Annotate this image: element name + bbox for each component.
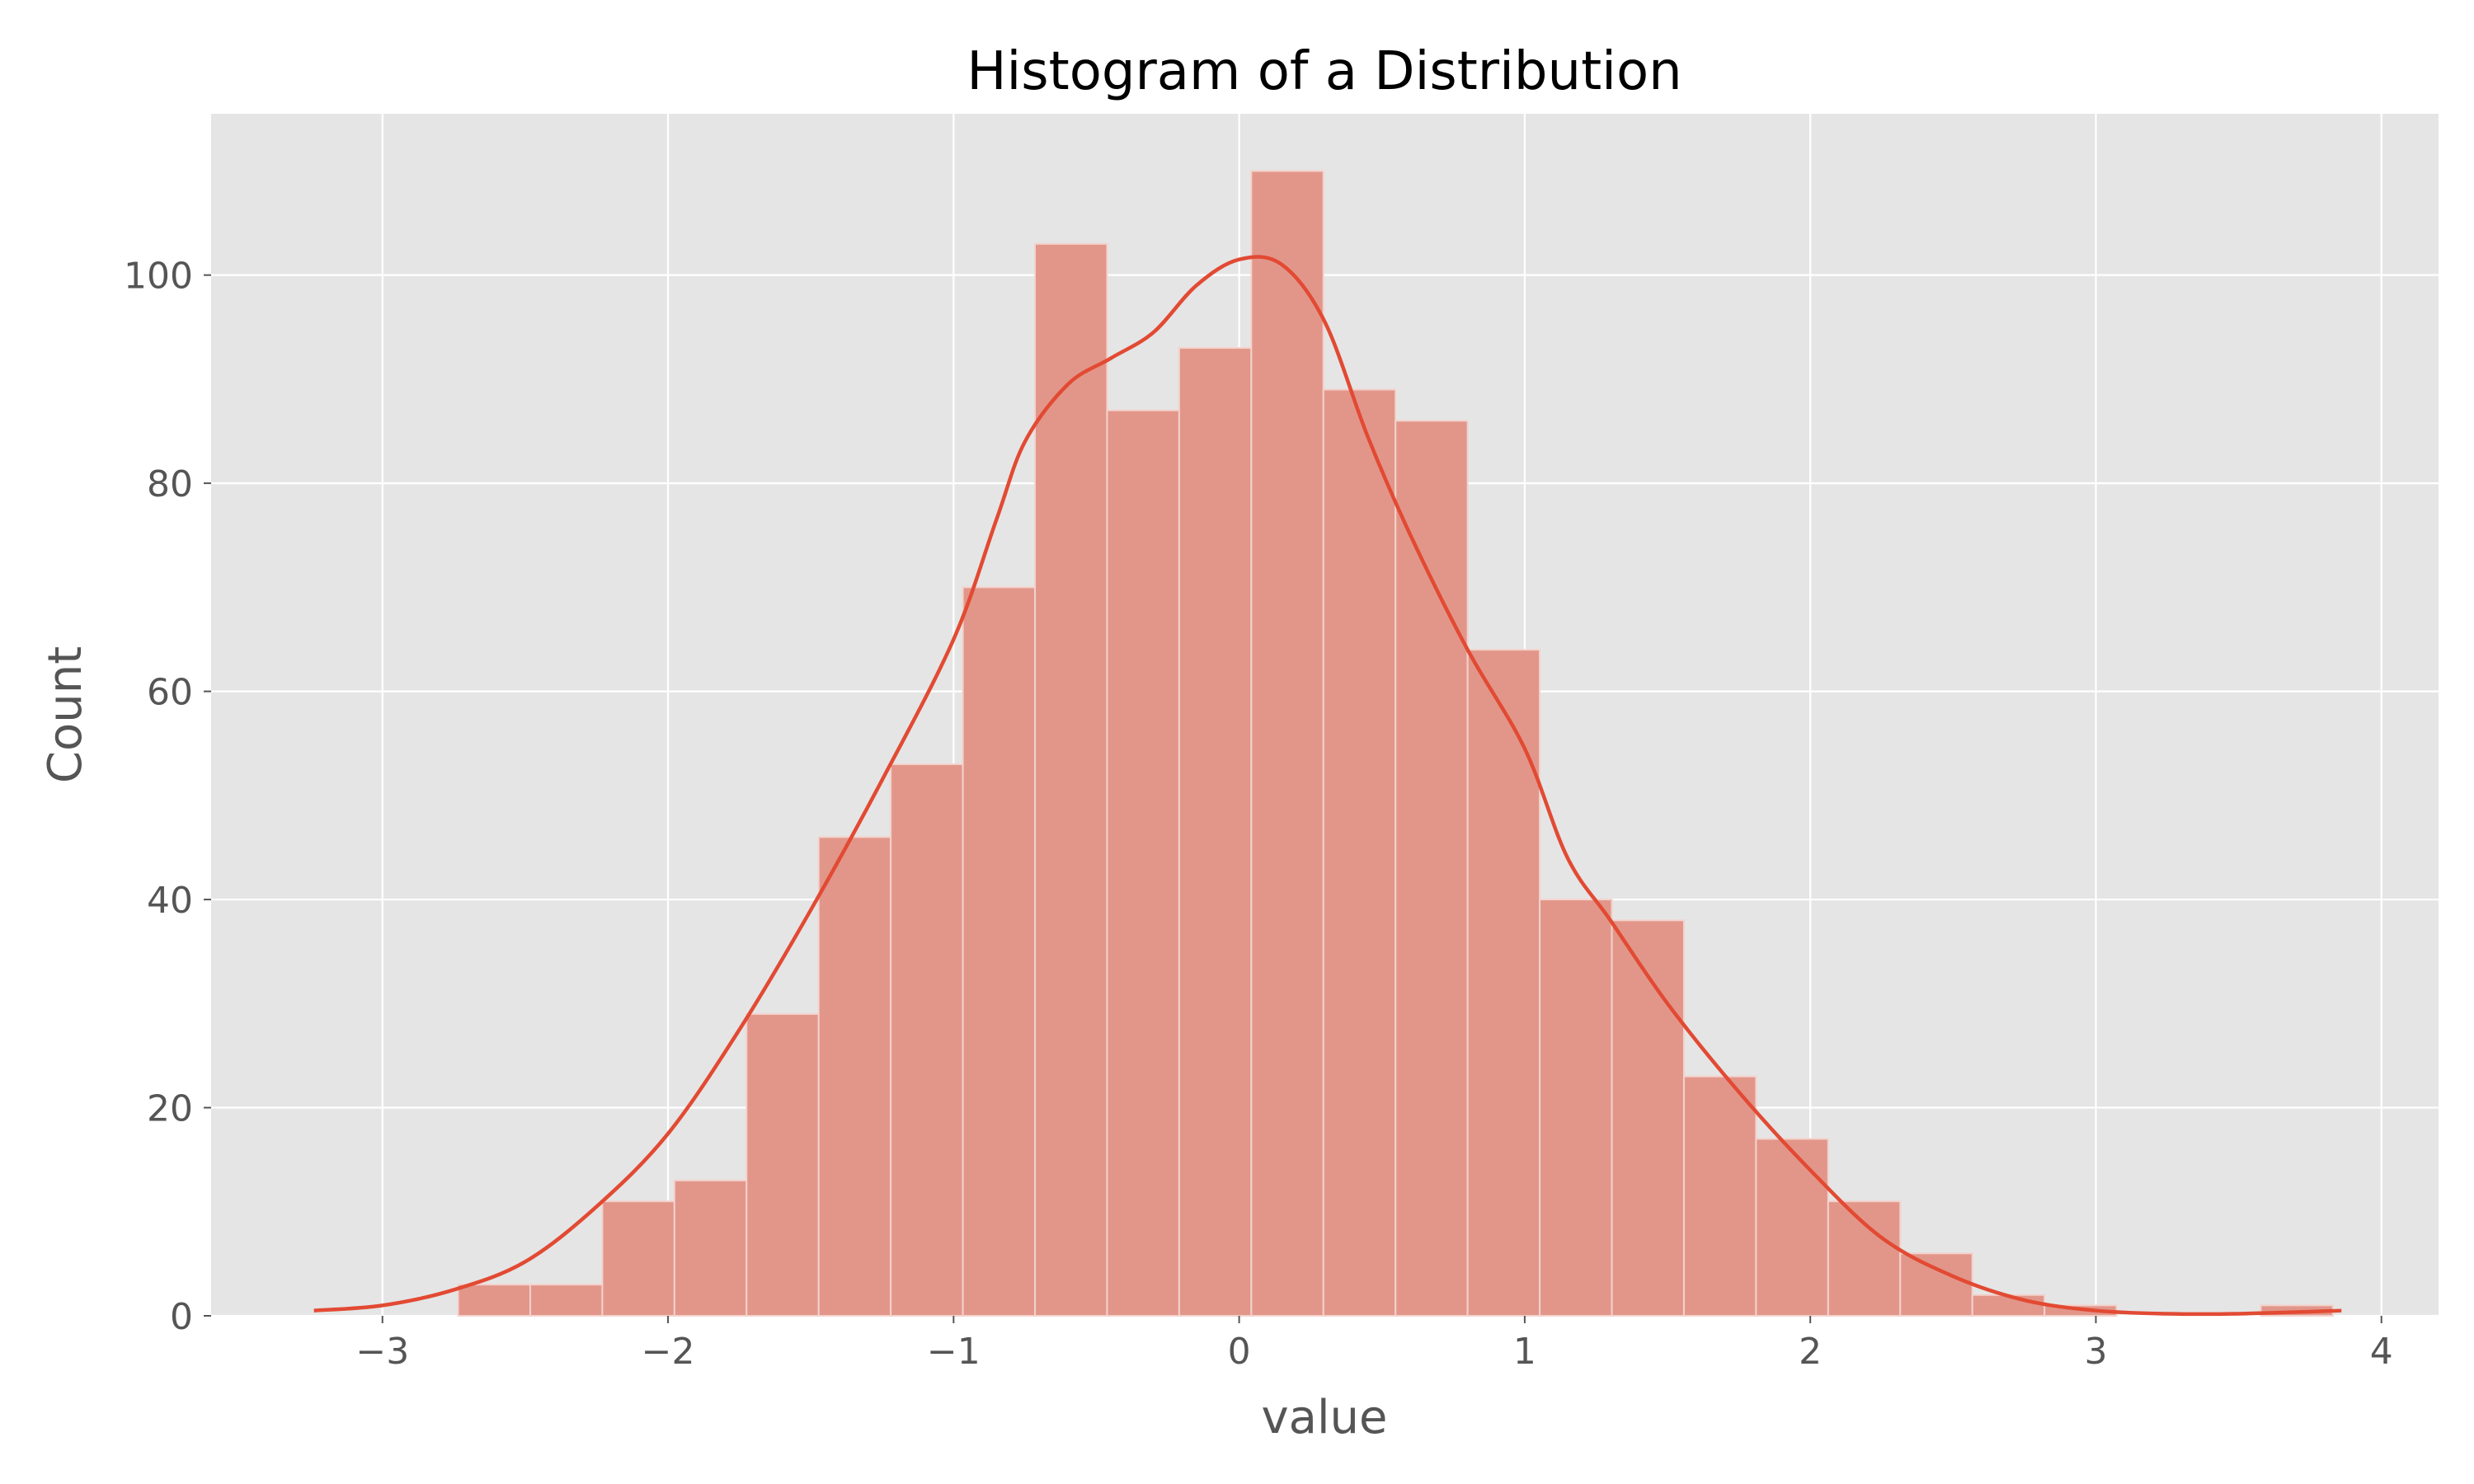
histogram-bar bbox=[745, 1012, 820, 1317]
histogram-bar bbox=[1250, 170, 1324, 1317]
y-tick-label: 100 bbox=[124, 256, 193, 298]
y-tick-label: 0 bbox=[170, 1296, 193, 1338]
histogram-bar bbox=[1466, 649, 1541, 1317]
histogram-bar bbox=[1755, 1138, 1829, 1317]
y-tick-label: 80 bbox=[147, 463, 193, 505]
x-axis-label: value bbox=[1262, 1391, 1388, 1444]
histogram-bar bbox=[1322, 388, 1397, 1317]
histogram-bar bbox=[962, 586, 1037, 1317]
y-tick-label: 60 bbox=[147, 672, 193, 714]
histogram-bar bbox=[457, 1284, 531, 1317]
x-tick-label: −1 bbox=[927, 1331, 981, 1373]
histogram-bar bbox=[673, 1179, 748, 1317]
histogram-bars bbox=[457, 170, 2334, 1317]
chart-title: Histogram of a Distribution bbox=[967, 41, 1681, 102]
x-tick-label: −2 bbox=[642, 1331, 695, 1373]
y-axis-ticks: 0 20 40 60 80 100 bbox=[124, 256, 211, 1338]
histogram-bar bbox=[529, 1284, 604, 1317]
histogram-bar bbox=[1178, 347, 1253, 1317]
y-tick-label: 20 bbox=[147, 1088, 193, 1130]
x-tick-label: 0 bbox=[1228, 1331, 1251, 1373]
kde-curve bbox=[313, 255, 2342, 1317]
histogram-bar bbox=[1899, 1252, 1973, 1317]
histogram-bar bbox=[1034, 242, 1108, 1317]
x-tick-label: 2 bbox=[1799, 1331, 1822, 1373]
histogram-bar bbox=[1827, 1200, 1902, 1317]
x-tick-label: 3 bbox=[2084, 1331, 2107, 1373]
histogram-bar bbox=[1395, 420, 1469, 1317]
histogram-bar bbox=[1971, 1294, 2046, 1317]
histogram-bar bbox=[601, 1200, 675, 1317]
histogram-bar bbox=[1539, 899, 1613, 1317]
y-tick-label: 40 bbox=[147, 880, 193, 922]
histogram-bar bbox=[817, 836, 892, 1317]
histogram-bar bbox=[1682, 1075, 1757, 1317]
x-tick-label: 4 bbox=[2370, 1331, 2393, 1373]
x-axis-ticks: −3 −2 −1 0 1 2 3 4 bbox=[355, 1316, 2393, 1373]
y-axis-label: Count bbox=[39, 646, 92, 783]
histogram-bar bbox=[1106, 409, 1180, 1317]
histogram-bar bbox=[890, 763, 964, 1317]
x-tick-label: −3 bbox=[355, 1331, 409, 1373]
x-tick-label: 1 bbox=[1513, 1331, 1536, 1373]
histogram-bar bbox=[1611, 919, 1685, 1317]
